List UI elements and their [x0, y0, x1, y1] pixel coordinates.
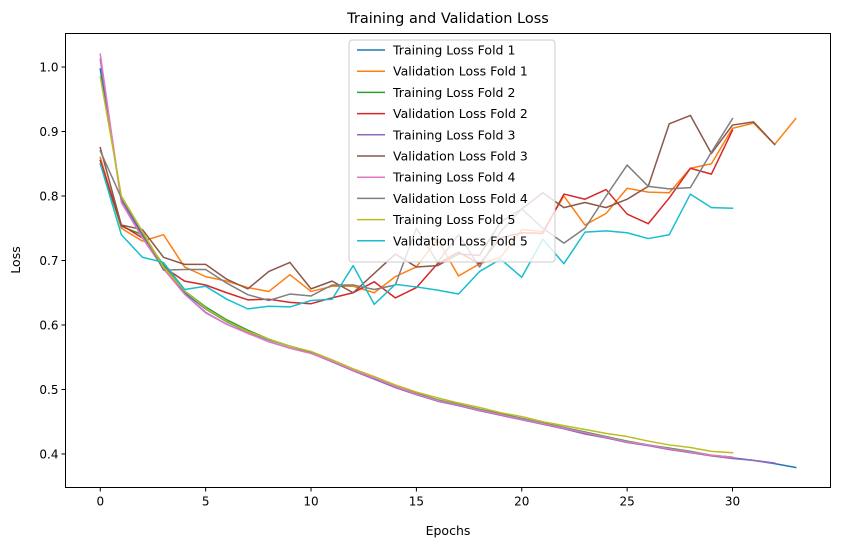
legend-entry-label: Training Loss Fold 3 — [392, 127, 515, 142]
chart-title: Training and Validation Loss — [346, 11, 549, 27]
y-tick-label: 0.5 — [39, 383, 58, 397]
legend-entry-label: Training Loss Fold 4 — [392, 170, 515, 185]
legend-entry-label: Training Loss Fold 2 — [392, 85, 515, 100]
x-tick-label: 5 — [202, 495, 210, 509]
y-tick-label: 0.6 — [39, 318, 58, 332]
series-line-6 — [99, 114, 776, 294]
legend-entry-label: Validation Loss Fold 2 — [393, 106, 528, 121]
x-tick-label: 0 — [96, 495, 104, 509]
y-axis-label: Loss — [8, 246, 23, 273]
x-axis: 0 5 10 15 20 25 30 — [96, 487, 740, 509]
x-tick-label: 15 — [409, 495, 424, 509]
legend-entry-label: Validation Loss Fold 1 — [393, 64, 528, 79]
series-line-10 — [99, 162, 734, 310]
legend-entry-label: Validation Loss Fold 5 — [393, 233, 528, 248]
axes-frame — [65, 33, 831, 488]
legend-entry-label: Validation Loss Fold 4 — [393, 191, 528, 206]
series-layer — [99, 53, 797, 469]
legend-entry-label: Validation Loss Fold 3 — [393, 149, 528, 164]
series-line-9 — [99, 75, 734, 454]
series-line-7 — [99, 53, 734, 459]
legend-box — [348, 39, 556, 263]
x-tick-label: 25 — [619, 495, 634, 509]
x-axis-label: Epochs — [426, 523, 471, 538]
y-tick-label: 0.9 — [39, 125, 58, 139]
legend-entry-label: Training Loss Fold 1 — [392, 43, 515, 58]
y-tick-label: 0.8 — [39, 189, 58, 203]
y-axis: 0.4 0.5 0.6 0.7 0.8 0.9 1.0 — [39, 60, 66, 461]
y-tick-label: 1.0 — [39, 60, 58, 74]
x-tick-label: 20 — [514, 495, 529, 509]
x-tick-label: 30 — [725, 495, 740, 509]
legend-entry-label: Training Loss Fold 5 — [392, 212, 515, 227]
y-tick-label: 0.7 — [39, 254, 58, 268]
y-tick-label: 0.4 — [39, 447, 58, 461]
legend: Training Loss Fold 1 Validation Loss Fold… — [348, 39, 556, 263]
x-tick-label: 10 — [303, 495, 318, 509]
